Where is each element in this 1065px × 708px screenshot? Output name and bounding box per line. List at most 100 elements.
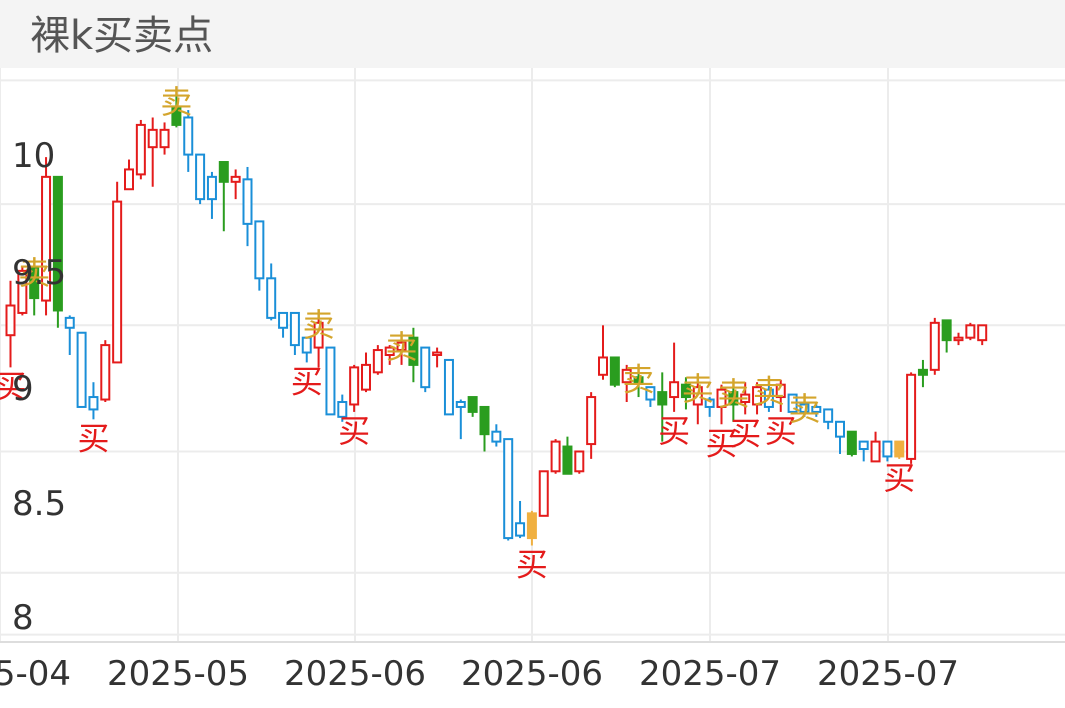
candle-body xyxy=(159,128,170,149)
candle-body xyxy=(609,356,620,386)
candle-body xyxy=(112,200,123,364)
candle-body xyxy=(479,405,490,436)
candle-body xyxy=(763,388,774,408)
buy-marker: 买 xyxy=(0,367,27,405)
candle-body xyxy=(906,373,917,460)
candle xyxy=(396,340,407,365)
buy-marker: 买 xyxy=(291,362,323,400)
candle xyxy=(538,470,549,517)
candle-body xyxy=(195,153,206,201)
candle-body xyxy=(325,346,336,416)
candle xyxy=(17,265,28,316)
sell-marker: 卖 xyxy=(788,390,820,428)
candle-body xyxy=(562,445,573,475)
candle-body xyxy=(455,401,466,408)
candle xyxy=(64,315,75,355)
candle-body xyxy=(266,277,277,319)
candle xyxy=(752,382,763,415)
candle xyxy=(147,117,158,187)
candle xyxy=(384,345,395,365)
candle-body xyxy=(443,358,454,416)
y-tick-label: 9.5 xyxy=(12,253,66,293)
candle-body xyxy=(135,123,146,176)
candle-body xyxy=(372,349,383,374)
candle-body xyxy=(88,396,99,411)
candle xyxy=(479,405,490,452)
candle xyxy=(574,450,585,474)
buy-marker: 买 xyxy=(729,414,761,452)
candle xyxy=(278,311,289,338)
candle xyxy=(704,397,715,417)
candle xyxy=(195,153,206,205)
candle-body xyxy=(728,391,739,406)
candle-body xyxy=(503,438,514,540)
candle-body xyxy=(645,386,656,401)
candle xyxy=(100,340,111,403)
candle xyxy=(455,399,466,440)
x-axis-ticks: 2025-04 2025-05 2025-06 2025-06 2025-07 2025-… xyxy=(0,654,959,694)
candle-body xyxy=(52,175,63,312)
buy-marker: 买 xyxy=(338,412,370,450)
candle xyxy=(669,342,680,412)
candle xyxy=(645,386,656,407)
candle xyxy=(467,396,478,417)
candle-body xyxy=(598,356,608,376)
candle xyxy=(171,95,182,128)
candle-body xyxy=(491,430,502,443)
candle-body xyxy=(5,304,16,337)
grid-lines xyxy=(0,68,1065,643)
candle-body xyxy=(361,363,371,391)
buy-marker: 买 xyxy=(77,419,109,457)
candle-body xyxy=(289,311,300,347)
candle-body xyxy=(301,336,312,354)
candle xyxy=(266,263,277,321)
candle xyxy=(313,317,324,368)
candle-body xyxy=(704,398,715,408)
candle-body xyxy=(17,269,28,314)
candle-body xyxy=(337,401,348,418)
candle-body xyxy=(29,267,40,300)
x-tick-label: 2025-06 xyxy=(284,654,426,694)
candle-body xyxy=(740,393,751,404)
candle xyxy=(218,161,229,232)
candle xyxy=(680,377,691,410)
candle xyxy=(586,392,597,459)
candle-body xyxy=(183,116,194,156)
candle-body xyxy=(929,321,940,371)
candle xyxy=(325,346,336,416)
candle xyxy=(159,122,170,155)
candle-body xyxy=(278,311,289,329)
candle-body xyxy=(882,440,893,458)
candle xyxy=(301,336,312,363)
candle-body xyxy=(574,450,585,473)
candle xyxy=(289,311,300,355)
candle-body xyxy=(858,440,869,451)
title-bar: 裸k买卖点 xyxy=(0,0,1065,68)
candle xyxy=(763,384,774,412)
candle xyxy=(372,345,383,375)
candle-body xyxy=(692,386,703,406)
candle-body xyxy=(515,522,526,537)
candle-body xyxy=(408,336,419,366)
candle xyxy=(5,280,16,368)
candle xyxy=(965,322,976,341)
candle-body xyxy=(680,383,691,399)
candle xyxy=(242,166,253,247)
candle-body xyxy=(420,346,431,389)
buy-marker: 买 xyxy=(658,412,690,450)
x-tick-label: 2025-06 xyxy=(461,654,603,694)
candle xyxy=(135,119,146,180)
candle-body xyxy=(799,403,810,413)
candle-body xyxy=(669,381,680,399)
buy-marker: 买 xyxy=(883,459,915,497)
candle xyxy=(858,440,869,462)
candle xyxy=(882,440,893,462)
candle-body xyxy=(384,346,395,356)
candle xyxy=(515,500,526,539)
candle-body xyxy=(467,396,478,413)
candle xyxy=(870,431,881,463)
candle xyxy=(254,220,265,291)
candle xyxy=(917,359,928,388)
candle-body xyxy=(550,440,561,473)
candle xyxy=(775,379,786,412)
